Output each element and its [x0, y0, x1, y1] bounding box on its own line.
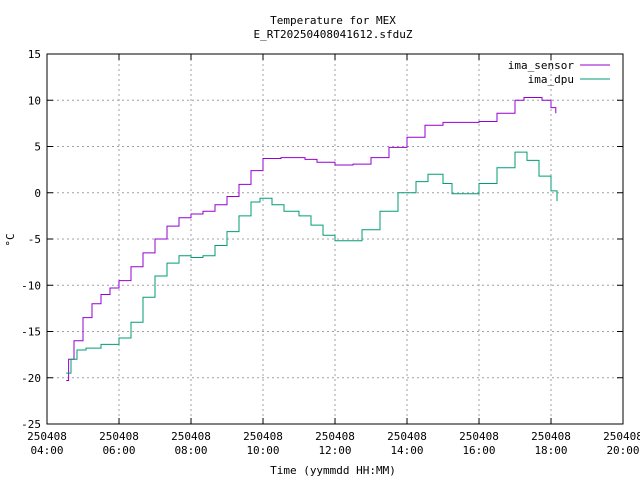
chart-subtitle: E_RT20250408041612.sfduZ: [254, 28, 413, 41]
x-axis-label: Time (yymmdd HH:MM): [270, 464, 396, 477]
x-tick-label: 18:00: [534, 444, 567, 457]
y-axis-label: °C: [4, 233, 17, 246]
legend-label-ima-sensor: ima_sensor: [508, 59, 575, 72]
y-tick-label: -20: [21, 372, 41, 385]
y-tick-label: 10: [28, 94, 41, 107]
y-tick-label: 5: [34, 141, 41, 154]
y-tick-label: -15: [21, 326, 41, 339]
x-tick-label: 08:00: [174, 444, 207, 457]
y-tick-label: -5: [28, 233, 41, 246]
series-line-ima-dpu: [66, 151, 558, 374]
axis-ticks: -25-20-15-10-505101525040804:0025040806:…: [21, 48, 640, 457]
x-tick-label: 06:00: [102, 444, 135, 457]
series-line-ima-sensor: [66, 97, 557, 381]
x-tick-label: 250408: [171, 430, 211, 443]
chart-title: Temperature for MEX: [270, 14, 396, 27]
x-tick-label: 12:00: [318, 444, 351, 457]
y-tick-label: -10: [21, 279, 41, 292]
grid-lines: [47, 54, 623, 424]
x-tick-label: 250408: [603, 430, 640, 443]
x-tick-label: 250408: [459, 430, 499, 443]
x-tick-label: 250408: [315, 430, 355, 443]
x-tick-label: 14:00: [390, 444, 423, 457]
x-tick-label: 04:00: [30, 444, 63, 457]
x-tick-label: 250408: [243, 430, 283, 443]
series-lines: [66, 97, 558, 381]
y-tick-label: -25: [21, 418, 41, 431]
legend-label-ima-dpu: ima_dpu: [528, 73, 574, 86]
y-tick-label: 15: [28, 48, 41, 61]
x-tick-label: 10:00: [246, 444, 279, 457]
y-tick-label: 0: [34, 187, 41, 200]
x-tick-label: 16:00: [462, 444, 495, 457]
x-tick-label: 250408: [387, 430, 427, 443]
x-tick-label: 250408: [27, 430, 67, 443]
x-tick-label: 250408: [531, 430, 571, 443]
x-tick-label: 20:00: [606, 444, 639, 457]
x-tick-label: 250408: [99, 430, 139, 443]
